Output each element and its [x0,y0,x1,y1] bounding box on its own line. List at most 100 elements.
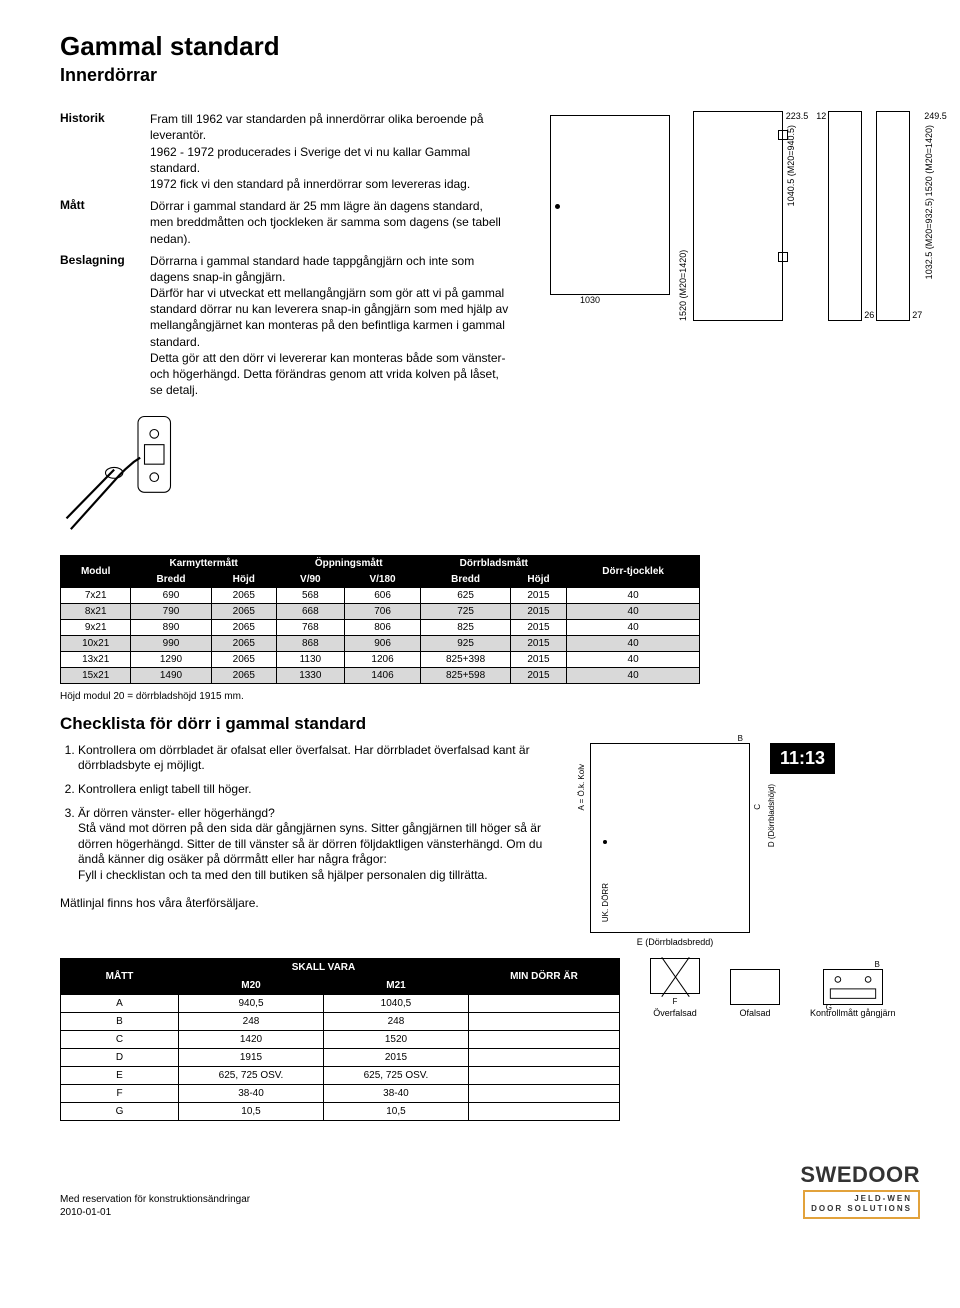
table-cell: G [61,1103,179,1121]
table-cell: 7x21 [61,587,131,603]
table-cell [468,1013,619,1031]
table-cell: 2015 [510,667,567,683]
table-cell: 890 [131,619,211,635]
checklist-item: Kontrollera om dörrbladet är ofalsat ell… [78,743,560,774]
table-cell [468,995,619,1013]
table-cell: 668 [276,603,344,619]
diag-d: D (Dörrbladshöjd) [767,784,777,847]
table-cell: 10,5 [323,1103,468,1121]
table-cell: 2065 [211,619,276,635]
table-cell: 2015 [510,603,567,619]
reseller-note: Mätlinjal finns hos våra återförsäljare. [60,896,560,912]
table-cell [468,1067,619,1085]
sd-g: G [826,1003,832,1013]
table-cell: 1206 [344,651,421,667]
definition-row: BeslagningDörrarna i gammal standard had… [60,253,510,399]
table-row: G10,510,5 [61,1103,620,1121]
table-row: 7x216902065568606625201540 [61,587,700,603]
hinge-schematic [828,111,862,321]
technical-drawings-top: 1030 1520 (M20=1420) 223.5 1040.5 (M20=9… [510,111,880,544]
table-cell: 568 [276,587,344,603]
table-row: B248248 [61,1013,620,1031]
table-cell: 625, 725 OSV. [179,1067,324,1085]
table-cell: 2065 [211,667,276,683]
brand-jeldwen: JELD-WEN DOOR SOLUTIONS [803,1190,920,1219]
table-cell: 990 [131,635,211,651]
table1-note: Höjd modul 20 = dörrbladshöjd 1915 mm. [60,690,920,703]
sd-label-3: Kontrollmått gångjärn [810,1008,896,1020]
table-cell: 2065 [211,635,276,651]
table-cell: 2065 [211,651,276,667]
sd-b: B [874,960,879,970]
table-cell: 10x21 [61,635,131,651]
dim-12: 12 [816,111,826,123]
dim-1520-1: 1520 (M20=1420) [678,111,690,321]
table-cell: 790 [131,603,211,619]
footer-disclaimer: Med reservation för konstruktionsändring… [60,1193,250,1206]
table-cell: 40 [567,587,700,603]
table-row: 8x217902065668706725201540 [61,603,700,619]
table-cell: 1290 [131,651,211,667]
table-cell: 925 [421,635,510,651]
table-row: F38-4038-40 [61,1085,620,1103]
brand-jeldwen-sub: DOOR SOLUTIONS [811,1204,912,1214]
dim-223: 223.5 [786,111,809,123]
definition-body: Dörrarna i gammal standard hade tappgång… [150,253,510,399]
table-cell: 868 [276,635,344,651]
dim-26: 26 [864,310,874,322]
measurement-table: MÅTT SKALL VARA MIN DÖRR ÄR M20 M21 A940… [60,958,620,1121]
t1-sh-bredd1: Bredd [131,571,211,587]
table-cell: A [61,995,179,1013]
t1-sh-hojd1: Höjd [211,571,276,587]
table-cell: 1406 [344,667,421,683]
table-cell: 2015 [510,635,567,651]
table-row: 15x211490206513301406825+598201540 [61,667,700,683]
table-cell: 768 [276,619,344,635]
definition-label: Historik [60,111,150,192]
table-row: 9x218902065768806825201540 [61,619,700,635]
diag-e: E (Dörrbladsbredd) [600,937,750,949]
table-cell: 2015 [510,619,567,635]
dim-27: 27 [912,310,922,322]
table-cell: 10,5 [179,1103,324,1121]
table-row: D19152015 [61,1049,620,1067]
checklist: Kontrollera om dörrbladet är ofalsat ell… [60,743,560,884]
table-cell: 906 [344,635,421,651]
t1-sh-v90: V/90 [276,571,344,587]
table-cell: 40 [567,619,700,635]
table-cell: 15x21 [61,667,131,683]
sd-label-1: Överfalsad [650,1008,700,1020]
table-cell: 2015 [510,651,567,667]
t2-sh-m20: M20 [179,977,324,995]
dimensions-table: Modul Karmyttermått Öppningsmått Dörrbla… [60,555,700,684]
definition-body: Fram till 1962 var standarden på innerdö… [150,111,510,192]
table-row: C14201520 [61,1031,620,1049]
diag-a: A = Ö.k. Kolv [577,764,587,810]
table-cell: 1130 [276,651,344,667]
table-cell: 9x21 [61,619,131,635]
dim-1032: 1032.5 (M20=932.5) [924,198,947,279]
checklist-item: Är dörren vänster- eller högerhängd? Stå… [78,806,560,884]
table-cell: 1490 [131,667,211,683]
page-title: Gammal standard [60,30,920,64]
brand-swedoor: SWEDOOR [800,1161,920,1190]
table-cell: 725 [421,603,510,619]
table-cell: 8x21 [61,603,131,619]
diag-ukdorr: UK. DÖRR [601,883,611,922]
pliers-illustration [60,410,190,540]
table-row: 10x219902065868906925201540 [61,635,700,651]
table-cell [468,1085,619,1103]
diag-c: C [753,804,763,810]
table-cell: 606 [344,587,421,603]
table-cell: 825+598 [421,667,510,683]
definition-label: Beslagning [60,253,150,399]
checklist-title: Checklista för dörr i gammal standard [60,713,920,735]
table-cell: 40 [567,603,700,619]
measurement-diagram: B A = Ö.k. Kolv C D (Dörrbladshöjd) UK. … [590,743,750,933]
table-cell: 2015 [510,587,567,603]
table-cell: 690 [131,587,211,603]
footer-date: 2010-01-01 [60,1206,250,1219]
table-cell: 1420 [179,1031,324,1049]
table-cell: 625 [421,587,510,603]
definition-row: MåttDörrar i gammal standard är 25 mm lä… [60,198,510,247]
